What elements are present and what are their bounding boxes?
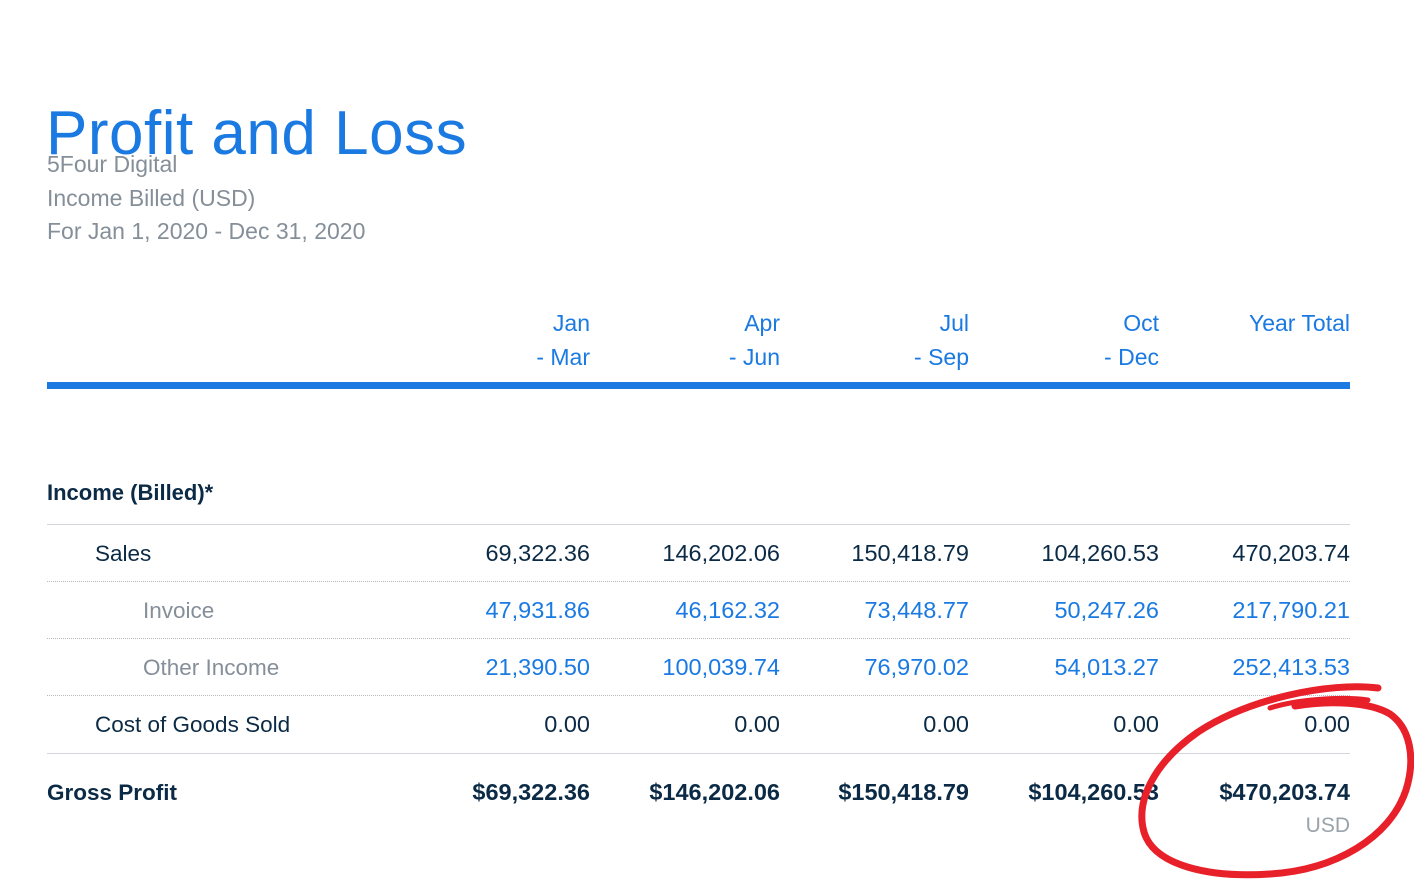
column-header-line2: - Mar	[536, 344, 590, 370]
cell-link-q2[interactable]: 46,162.32	[675, 597, 780, 623]
cell-year-total: 470,203.74	[1232, 540, 1350, 566]
column-header-line1: Year Total	[1248, 310, 1350, 336]
report-period: For Jan 1, 2020 - Dec 31, 2020	[47, 218, 366, 244]
cell-q1: $69,322.36	[472, 779, 590, 805]
cell-q3: 150,418.79	[851, 540, 969, 566]
cell-link-q4[interactable]: 54,013.27	[1054, 654, 1159, 680]
report-basis: Income Billed (USD)	[47, 184, 256, 211]
cell-q3: 0.00	[923, 711, 969, 737]
row-divider	[47, 581, 1350, 582]
cell-q2: 146,202.06	[662, 540, 780, 566]
column-header-line2: - Jun	[728, 344, 780, 370]
cell-link-q3[interactable]: 76,970.02	[864, 654, 969, 680]
column-header-year-total: Year Total	[1249, 306, 1350, 340]
page-title: Profit and Loss	[46, 98, 468, 168]
cell-q4: $104,260.53	[1028, 779, 1159, 805]
cell-q3: $150,418.79	[838, 779, 969, 805]
cell-link-q1[interactable]: 21,390.50	[485, 654, 590, 680]
table-row-gross-profit: Gross Profit $69,322.36 $146,202.06 $150…	[0, 764, 1414, 821]
currency-label: USD	[1305, 814, 1350, 837]
total-divider	[47, 753, 1350, 754]
column-header-line1: Apr	[744, 310, 780, 336]
cell-link-q4[interactable]: 50,247.26	[1054, 597, 1159, 623]
section-divider	[47, 524, 1350, 525]
row-divider	[47, 695, 1350, 696]
column-header-line2: - Sep	[914, 344, 969, 370]
report-meta: 5Four Digital Income Billed (USD) For Ja…	[47, 148, 365, 249]
table-row-other-income[interactable]: Other Income 21,390.50 100,039.74 76,970…	[0, 639, 1414, 696]
row-label: Invoice	[143, 598, 215, 623]
column-header-q1: Jan - Mar	[536, 306, 590, 374]
cell-q1: 69,322.36	[485, 540, 590, 566]
column-header-line2: - Dec	[1104, 344, 1159, 370]
company-name: 5Four Digital	[47, 151, 178, 177]
row-label: Sales	[95, 541, 152, 566]
header-divider	[47, 382, 1350, 389]
cell-link-year-total[interactable]: 252,413.53	[1232, 654, 1350, 680]
cell-q2: $146,202.06	[649, 779, 780, 805]
table-row-invoice[interactable]: Invoice 47,931.86 46,162.32 73,448.77 50…	[0, 582, 1414, 639]
cell-link-year-total[interactable]: 217,790.21	[1232, 597, 1350, 623]
column-header-q3: Jul - Sep	[914, 306, 969, 374]
cell-q4: 0.00	[1113, 711, 1159, 737]
cell-q1: 0.00	[544, 711, 590, 737]
column-header-line1: Jul	[939, 310, 969, 336]
cell-q2: 0.00	[734, 711, 780, 737]
cell-year-total: $470,203.74	[1219, 779, 1350, 805]
cell-link-q2[interactable]: 100,039.74	[662, 654, 780, 680]
column-header-line1: Oct	[1123, 310, 1159, 336]
column-header-q4: Oct - Dec	[1104, 306, 1159, 374]
column-header-line1: Jan	[552, 310, 590, 336]
row-label: Cost of Goods Sold	[95, 712, 291, 737]
cell-link-q1[interactable]: 47,931.86	[485, 597, 590, 623]
column-header-q2: Apr - Jun	[729, 306, 780, 374]
table-row-cost-of-goods-sold: Cost of Goods Sold 0.00 0.00 0.00 0.00 0…	[0, 696, 1414, 753]
table-row-sales: Sales 69,322.36 146,202.06 150,418.79 10…	[0, 525, 1414, 582]
cell-year-total: 0.00	[1304, 711, 1350, 737]
row-label: Other Income	[143, 655, 280, 680]
cell-link-q3[interactable]: 73,448.77	[864, 597, 969, 623]
cell-q4: 104,260.53	[1041, 540, 1159, 566]
row-divider	[47, 638, 1350, 639]
section-title-income: Income (Billed)*	[47, 480, 214, 505]
row-label: Gross Profit	[47, 780, 178, 805]
